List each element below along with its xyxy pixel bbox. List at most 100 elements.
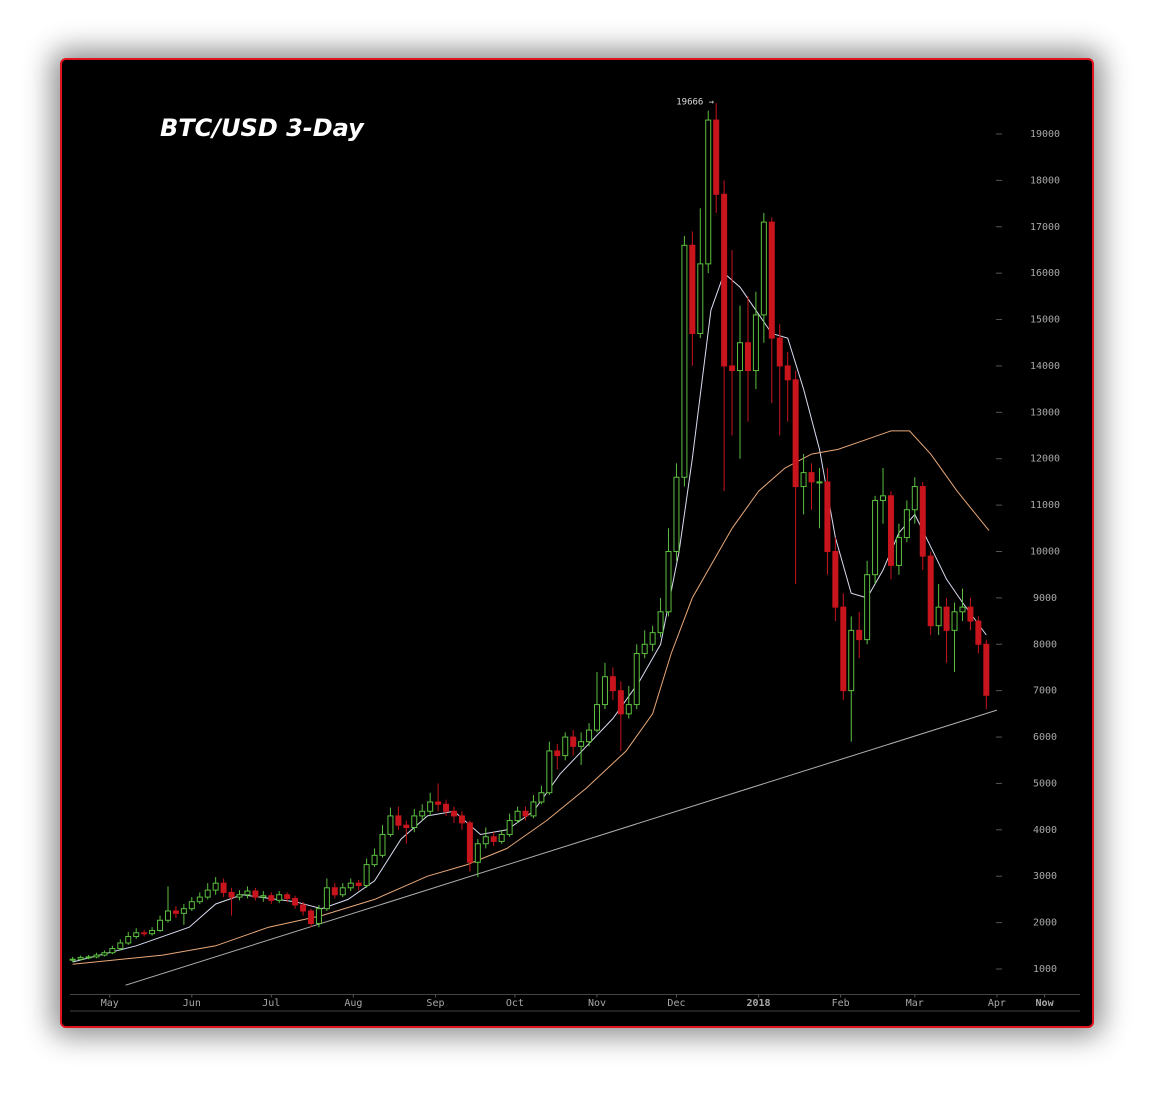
y-tick-label: 2000 [1033, 918, 1057, 929]
candle-body [101, 952, 108, 956]
candle-body [451, 810, 458, 817]
y-tick-label: 12000 [1030, 454, 1060, 465]
candle-body [633, 653, 640, 706]
candle-body [729, 365, 736, 372]
candle-body [721, 193, 728, 367]
candle-body [776, 337, 783, 367]
candle-body [744, 342, 751, 372]
candle-body [125, 936, 132, 944]
x-tick-label: 2018 [747, 998, 771, 1009]
candle-body [760, 221, 767, 316]
candle-body [856, 629, 863, 641]
candle-body [697, 263, 704, 334]
candle-body [975, 620, 982, 645]
candle-body [403, 824, 410, 829]
candle-body [363, 864, 370, 886]
y-tick-label: 6000 [1033, 732, 1057, 743]
candle-body [172, 910, 179, 914]
candle-body [586, 729, 593, 743]
candle-body [673, 476, 680, 552]
candle-body [570, 736, 577, 747]
y-tick-label: 4000 [1033, 825, 1057, 836]
candle-body [951, 611, 958, 631]
candle-body [546, 750, 553, 794]
y-tick-label: 17000 [1030, 222, 1060, 233]
x-tick-label: Feb [832, 998, 850, 1009]
candle-body [705, 119, 712, 265]
candle-body [260, 895, 267, 898]
candle-body [300, 904, 307, 912]
candle-body [69, 958, 76, 961]
candle-body [514, 810, 521, 822]
candle-body [252, 890, 259, 898]
chart-title: BTC/USD 3-Day [160, 114, 365, 142]
candle-body [284, 894, 291, 899]
annotation: 19666 → [676, 98, 715, 108]
candle-body [458, 815, 465, 824]
candle-body [911, 486, 918, 511]
candle-body [212, 882, 219, 891]
x-tick-label: Apr [988, 998, 1006, 1009]
candle-body [204, 889, 211, 898]
candle-body [490, 836, 497, 842]
candle-body [792, 379, 799, 488]
candle-body [371, 854, 378, 866]
y-tick-label: 10000 [1030, 546, 1060, 557]
candle-body [943, 606, 950, 631]
candle-body [85, 956, 92, 959]
y-tick-label: 9000 [1033, 593, 1057, 604]
x-tick-label: Now [1036, 998, 1055, 1009]
y-tick-label: 19000 [1030, 129, 1060, 140]
candle-body [164, 910, 171, 921]
candle-body [601, 676, 608, 706]
candle-body [157, 919, 164, 931]
candle-body [903, 509, 910, 539]
candle-body [427, 801, 434, 812]
candle-body [832, 550, 839, 608]
x-tick-label: Aug [344, 998, 362, 1009]
candle-body [395, 815, 402, 826]
candle-body [919, 486, 926, 557]
candle-body [347, 882, 354, 889]
candle-body [657, 611, 664, 634]
candle-body [220, 882, 227, 893]
candle-body [506, 820, 513, 835]
candle-body [443, 803, 450, 812]
candle-body [737, 342, 744, 372]
y-tick-label: 18000 [1030, 175, 1060, 186]
candle-body [538, 792, 545, 803]
candle-body [180, 908, 187, 914]
candle-body [77, 956, 84, 960]
candle-body [307, 910, 314, 925]
candle-body [315, 908, 322, 925]
y-tick-label: 11000 [1030, 500, 1060, 511]
candle-body [411, 815, 418, 829]
candle-body [228, 891, 235, 898]
candle-body [967, 606, 974, 622]
candle-body [887, 495, 894, 566]
candle-body [681, 244, 688, 478]
candle-body [768, 221, 775, 339]
candle-body [474, 843, 481, 863]
candle-body [482, 836, 489, 845]
line-series [72, 272, 987, 963]
line-series [72, 430, 990, 965]
candle-body [983, 643, 990, 696]
candle-body [935, 606, 942, 627]
y-tick-label: 8000 [1033, 639, 1057, 650]
x-tick-label: Jul [262, 998, 280, 1009]
candle-body [339, 887, 346, 896]
candle-body [323, 887, 330, 910]
candle-body [268, 895, 275, 901]
candle-body [824, 481, 831, 552]
candle-body [578, 741, 585, 747]
x-tick-label: Oct [506, 998, 524, 1009]
x-tick-label: Dec [667, 998, 685, 1009]
candle-body [713, 119, 720, 195]
candle-body [927, 555, 934, 627]
candle-body [816, 481, 823, 484]
candle-body [808, 472, 815, 483]
candle-body [133, 932, 140, 938]
